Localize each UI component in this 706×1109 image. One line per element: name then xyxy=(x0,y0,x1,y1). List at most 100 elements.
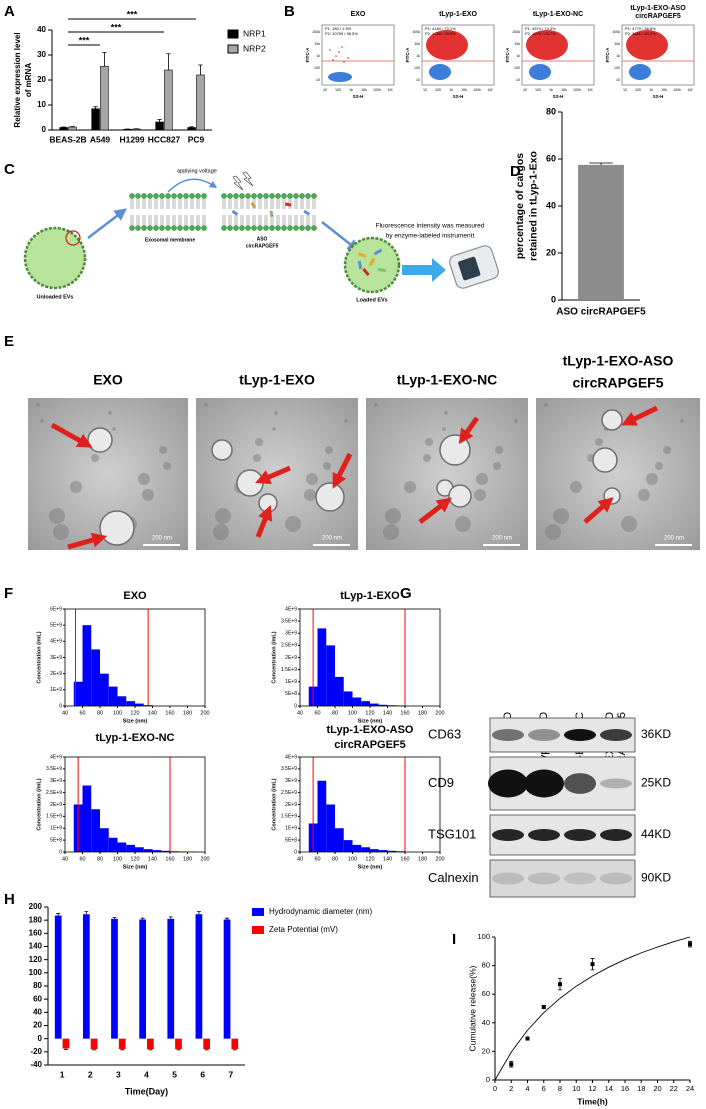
lipid-head xyxy=(311,225,317,231)
bar xyxy=(164,69,173,131)
lipid-head xyxy=(129,225,135,231)
error-bar xyxy=(176,1049,181,1051)
histogram-bar xyxy=(108,686,118,706)
lipid-head xyxy=(257,193,263,199)
lipid-head xyxy=(299,225,305,231)
y-tick-label: 0 xyxy=(38,1034,43,1043)
flow-x-tick: 10 xyxy=(623,88,627,92)
y-tick-label: 4E+9 xyxy=(50,754,62,760)
vesicle xyxy=(448,484,472,508)
error-bar xyxy=(157,119,162,122)
chart-title: EXO xyxy=(123,590,147,602)
error-bar xyxy=(92,1049,97,1051)
protein-label: CD9 xyxy=(428,775,454,790)
tem-title: EXO xyxy=(93,372,123,388)
flow-x-tick: 10 xyxy=(323,88,327,92)
y-tick-label: 3.5E+9 xyxy=(281,618,297,624)
tem-debris xyxy=(545,524,561,540)
x-tick-label: 7 xyxy=(229,1069,234,1079)
tem-debris xyxy=(495,446,503,454)
lipid-head xyxy=(147,193,153,199)
flow-y-tick: 10 xyxy=(616,78,620,82)
x-tick-label: 8 xyxy=(558,1084,562,1093)
lipid-head xyxy=(165,225,171,231)
lipid-head xyxy=(177,225,183,231)
flow-x-tick: 1k xyxy=(549,88,553,92)
histogram-bar xyxy=(100,828,109,852)
tem-debris xyxy=(646,473,658,485)
big-arrow xyxy=(402,258,446,282)
histogram-bar xyxy=(378,704,388,706)
x-tick-label: 160 xyxy=(165,710,174,716)
flow-x-tick: 1M xyxy=(388,88,393,92)
lipid-head xyxy=(281,225,287,231)
x-tick-label: 140 xyxy=(383,856,392,862)
y-tick-label: 2.5E+9 xyxy=(46,790,62,796)
x-tick-label: A549 xyxy=(90,134,111,144)
legend-label: Zeta Potential (mV) xyxy=(269,925,338,934)
flow-title: tLyp-1-EXO xyxy=(439,11,477,18)
red-arrow xyxy=(458,416,480,445)
x-tick-label: 60 xyxy=(314,710,320,716)
x-tick-label: 1 xyxy=(60,1069,65,1079)
x-tick-label: 40 xyxy=(62,856,68,862)
diagram-label: Exosomal membrane xyxy=(145,237,196,243)
red-arrow xyxy=(418,497,452,524)
x-axis-label: Size (nm) xyxy=(123,864,148,870)
tem-debris xyxy=(655,462,663,470)
red-event xyxy=(343,61,345,63)
tem-debris xyxy=(570,481,582,493)
error-bar xyxy=(64,1048,68,1050)
flow-x-tick: 1M xyxy=(688,88,693,92)
tem-debris xyxy=(444,411,448,415)
cargo xyxy=(285,202,292,207)
panel-label: A xyxy=(4,3,15,20)
y-axis-label: percentage of cargos xyxy=(514,153,526,259)
y-tick-label: 1.5E+9 xyxy=(46,814,62,820)
histogram-bar xyxy=(161,850,170,852)
x-tick-label: 180 xyxy=(183,856,192,862)
x-axis-label: Time(h) xyxy=(577,1096,608,1106)
panel-label: D xyxy=(510,163,521,180)
flow-y-tick: 100k xyxy=(412,30,420,34)
chart-title: circRAPGEF5 xyxy=(334,739,406,751)
lipid-head xyxy=(245,225,251,231)
protein-label: Calnexin xyxy=(428,870,479,885)
x-tick-label: 180 xyxy=(183,710,192,716)
tem-debris xyxy=(306,473,318,485)
tem-debris xyxy=(40,419,44,423)
tem-debris xyxy=(36,403,40,407)
lipid-head xyxy=(195,193,201,199)
red-arrow xyxy=(67,532,108,550)
y-axis-label: Concentration (/mL) xyxy=(271,778,277,830)
flow-arrow xyxy=(87,208,127,239)
red-event xyxy=(347,57,349,59)
y-tick-label: 180 xyxy=(29,915,43,924)
x-tick-label: 120 xyxy=(365,710,374,716)
lipid-tail xyxy=(300,199,304,225)
vesicle xyxy=(211,439,233,461)
red-arrow xyxy=(50,422,93,448)
zoom-circle xyxy=(65,230,81,246)
flow-y-tick: 100 xyxy=(614,66,620,70)
lipid-tail xyxy=(282,199,286,225)
x-tick-label: 20 xyxy=(653,1084,661,1093)
lipid-tail xyxy=(306,199,310,225)
flow-y-tick: 10k xyxy=(314,42,320,46)
blot-band xyxy=(528,729,560,741)
y-tick-label: 40 xyxy=(482,1018,490,1027)
tem-debris xyxy=(255,438,263,446)
tem-debris xyxy=(383,524,399,540)
data-point xyxy=(688,942,692,947)
lipid-head xyxy=(201,225,207,231)
histogram-bar xyxy=(370,849,379,852)
histogram-bar xyxy=(361,701,370,706)
data-point xyxy=(525,1036,530,1041)
flow-y-tick: 10 xyxy=(416,78,420,82)
tem-debris xyxy=(304,489,316,501)
y-tick-label: 0 xyxy=(294,703,297,709)
lipid-tail xyxy=(160,199,164,225)
lipid-head xyxy=(189,225,195,231)
error-bar xyxy=(189,126,194,128)
flow-y-tick: 100 xyxy=(314,66,320,70)
